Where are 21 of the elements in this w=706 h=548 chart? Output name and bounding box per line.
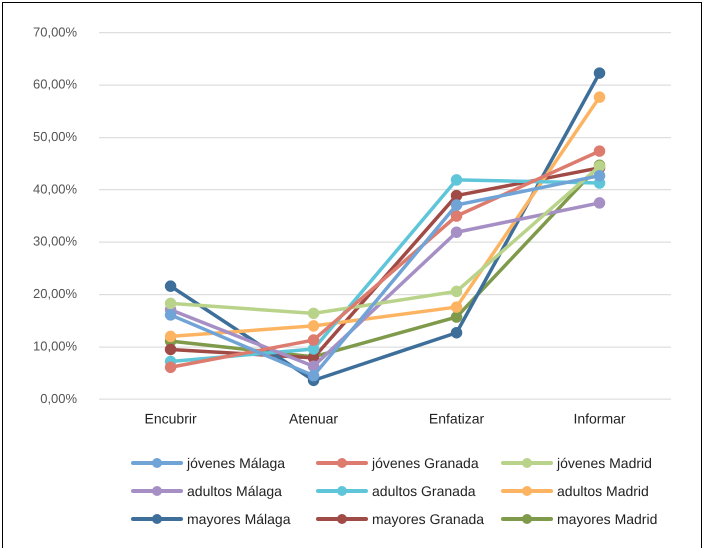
legend-label: jóvenes Málaga bbox=[187, 455, 286, 471]
legend-label: adultos Málaga bbox=[187, 483, 282, 499]
y-tick-label: 10,00% bbox=[32, 338, 78, 354]
y-tick-label: 70,00% bbox=[32, 24, 78, 40]
legend-label: adultos Granada bbox=[372, 483, 476, 499]
legend-label: adultos Madrid bbox=[557, 483, 649, 499]
y-tick-label: 40,00% bbox=[32, 181, 78, 196]
x-tick-label: Atenuar bbox=[289, 410, 338, 426]
legend-label: mayores Madrid bbox=[557, 511, 658, 527]
y-tick-label: 50,00% bbox=[32, 129, 78, 144]
legend-label: jóvenes Madrid bbox=[557, 455, 652, 471]
y-tick-label: 0,00% bbox=[40, 390, 78, 406]
x-tick-label: Informar bbox=[573, 410, 626, 426]
legend-label: mayores Málaga bbox=[187, 511, 290, 527]
x-tick-label: Enfatizar bbox=[428, 410, 484, 426]
y-tick-label: 60,00% bbox=[32, 76, 78, 92]
legend-label: mayores Granada bbox=[372, 511, 484, 527]
y-tick-label: 20,00% bbox=[32, 286, 78, 302]
legend-label: jóvenes Granada bbox=[372, 455, 479, 471]
x-tick-label: Encubrir bbox=[144, 410, 197, 426]
y-tick-label: 30,00% bbox=[32, 234, 78, 249]
